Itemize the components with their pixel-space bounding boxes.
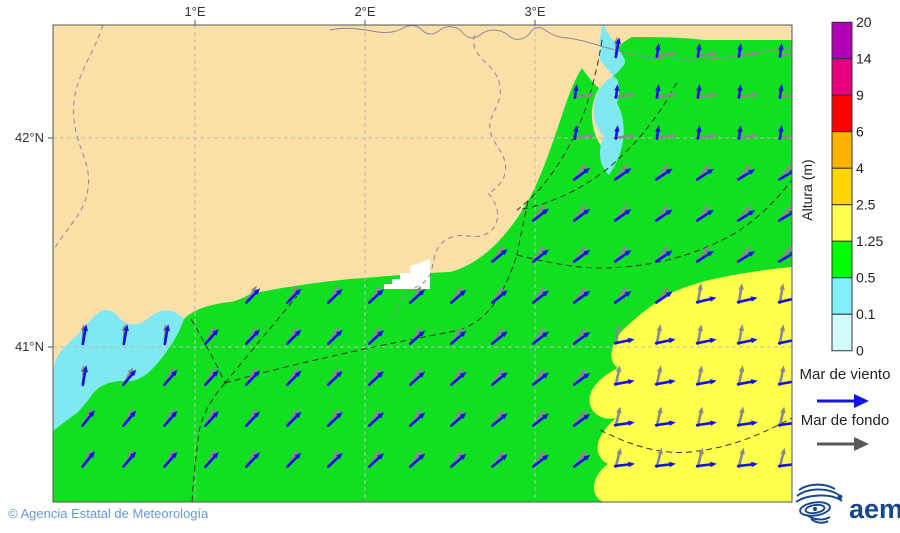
svg-text:1.25: 1.25	[856, 233, 883, 249]
svg-text:aemet: aemet	[849, 494, 900, 524]
svg-text:Mar de fondo: Mar de fondo	[801, 412, 889, 429]
svg-text:0.5: 0.5	[856, 270, 876, 286]
svg-text:14: 14	[856, 51, 872, 67]
svg-text:20: 20	[856, 14, 872, 30]
svg-text:1°E: 1°E	[184, 4, 205, 19]
svg-text:0: 0	[856, 343, 864, 359]
svg-text:42°N: 42°N	[15, 130, 44, 145]
svg-text:Altura (m): Altura (m)	[799, 159, 815, 220]
svg-text:6: 6	[856, 124, 864, 140]
svg-text:41°N: 41°N	[15, 339, 44, 354]
svg-text:3°E: 3°E	[524, 4, 545, 19]
svg-text:4: 4	[856, 160, 864, 176]
svg-text:Mar de viento: Mar de viento	[800, 366, 891, 383]
svg-text:9: 9	[856, 87, 864, 103]
svg-text:2.5: 2.5	[856, 197, 876, 213]
svg-text:0.1: 0.1	[856, 306, 876, 322]
svg-text:2°E: 2°E	[354, 4, 375, 19]
svg-text:© Agencia Estatal de Meteorolo: © Agencia Estatal de Meteorología	[8, 506, 209, 521]
